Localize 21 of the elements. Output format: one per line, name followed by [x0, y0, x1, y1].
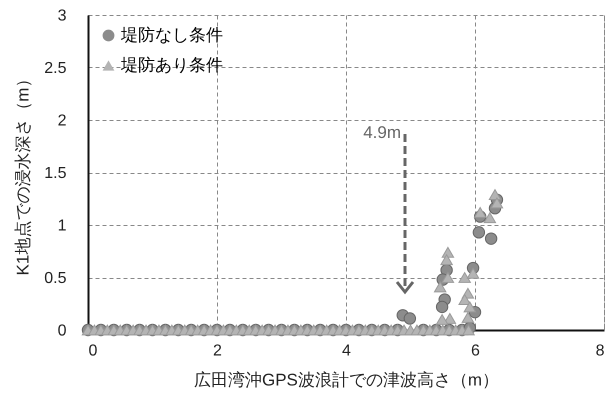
legend-label: 堤防なし条件: [120, 26, 223, 44]
x-tick-label: 0: [88, 342, 98, 360]
legend-label: 堤防あり条件: [120, 56, 223, 74]
y-tick-label: 0.5: [44, 270, 67, 287]
point: [472, 226, 486, 239]
x-tick-label: 8: [596, 342, 605, 360]
y-tick-label: 1: [58, 218, 67, 234]
y-tick-label: 0: [58, 322, 67, 340]
point: [436, 300, 448, 314]
point: [404, 312, 416, 325]
y-tick-label: 1.5: [44, 165, 67, 182]
x-tick-label: 4: [342, 342, 352, 360]
x-tick-label: 6: [471, 342, 480, 360]
x-axis-title: 広田湾沖GPS波浪計での津波高さ（m）: [194, 370, 500, 390]
y-tick-label: 2: [58, 112, 67, 130]
x-tick-label: 2: [213, 342, 222, 360]
y-tick-label: 2.5: [44, 60, 67, 77]
y-axis-title: K1地点での浸水深さ（m）: [13, 70, 32, 276]
y-tick-label: 3: [58, 8, 67, 24]
annotation: 4.9m: [363, 123, 401, 142]
point: [484, 232, 498, 245]
